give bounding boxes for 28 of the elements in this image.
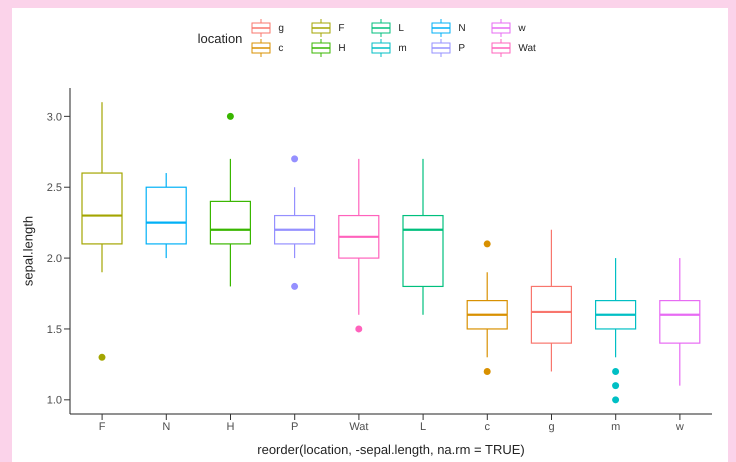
x-tick-label: g	[548, 420, 555, 433]
y-tick-label: 1.0	[46, 394, 62, 407]
x-tick-label: c	[484, 420, 491, 433]
legend-label: m	[398, 42, 407, 54]
legend-label: c	[278, 42, 284, 54]
legend-label: N	[458, 22, 466, 34]
legend-label: Wat	[518, 42, 536, 54]
legend-title: location	[198, 30, 242, 46]
x-tick-label: F	[98, 420, 106, 433]
x-tick-label: H	[226, 420, 235, 433]
x-axis-title: reorder(location, -sepal.length, na.rm = TRUE)	[257, 442, 525, 457]
y-tick-label: 3.0	[46, 111, 62, 124]
x-tick-label: Wat	[349, 420, 368, 433]
legend-label: w	[518, 22, 526, 34]
x-tick-label: w	[674, 420, 684, 433]
legend-label: g	[278, 22, 284, 34]
x-tick-label: N	[162, 420, 170, 433]
y-tick-label: 2.5	[46, 182, 62, 194]
y-tick-label: 2.0	[46, 252, 62, 265]
x-tick-label: m	[611, 420, 620, 433]
y-axis-title: sepal.length	[20, 216, 36, 286]
x-tick-label: L	[420, 420, 426, 433]
legend-label: P	[458, 42, 466, 54]
y-tick-label: 1.5	[46, 324, 62, 336]
legend-label: H	[338, 42, 346, 54]
x-tick-label: P	[291, 420, 298, 433]
legend-label: F	[338, 22, 345, 34]
legend-label: L	[398, 22, 404, 34]
